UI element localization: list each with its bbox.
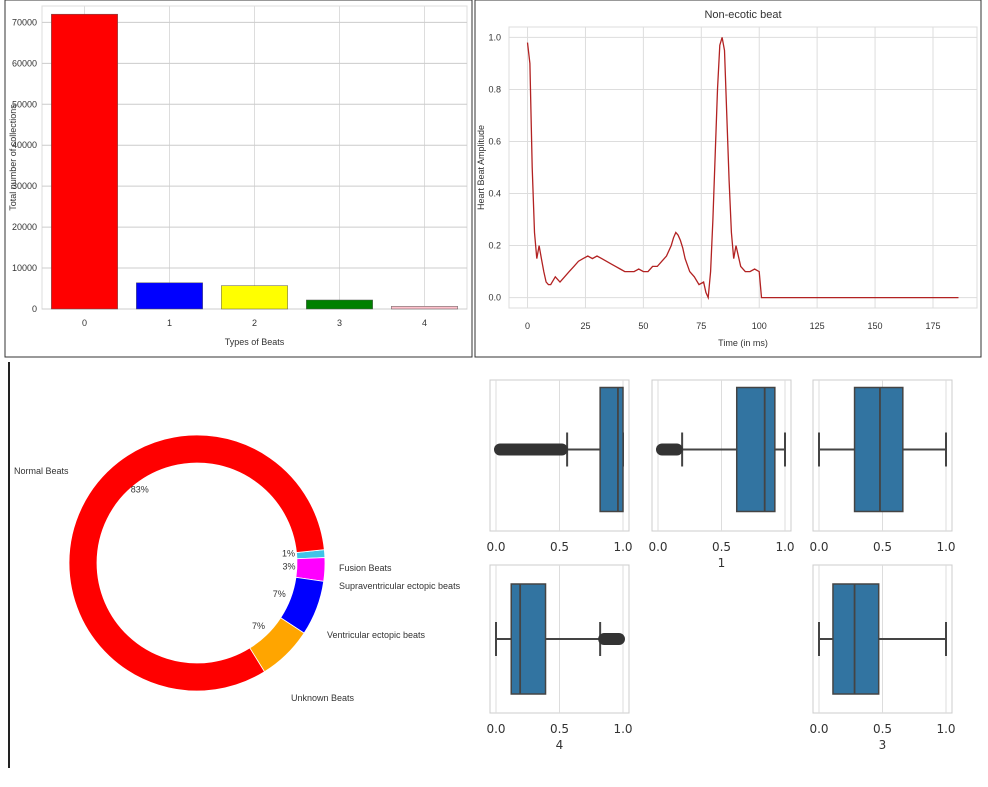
outlier-band [494, 443, 568, 456]
y-tick-label: 30000 [12, 181, 37, 191]
y-tick-label: 0.2 [488, 241, 501, 251]
x-tick-label: 1 [167, 318, 172, 328]
x-tick-label: 0.5 [873, 540, 892, 554]
panel-label: 3 [879, 738, 887, 752]
outlier-band [598, 633, 625, 645]
x-tick-label: 0.5 [712, 540, 731, 554]
percent-label: 7% [273, 589, 286, 599]
y-tick-label: 70000 [12, 17, 37, 27]
panel-frame-bar [4, 0, 473, 358]
x-tick-label: 100 [752, 321, 767, 331]
x-tick-label: 0.0 [486, 540, 505, 554]
donut-chart: 1% Fusion Beats 3% Supraventricular ectopic… [14, 434, 461, 703]
line-chart: 0 25 50 75 100 125 150 175 0.0 0.2 0.4 0.6 0.8 1.0 Non… [476, 9, 978, 348]
box-plots: 0.0 0.5 1.0 0.0 0.5 1.0 1 0.0 0.5 1.0 0.0 0.5 1.0 4 0.… [486, 379, 956, 752]
x-tick-label: 3 [337, 318, 342, 328]
y-tick-label: 50000 [12, 99, 37, 109]
x-tick-label: 0.5 [550, 722, 569, 736]
category-label: Ventricular ectopic beats [327, 630, 426, 640]
box [599, 386, 624, 513]
x-tick-label: 0 [82, 318, 87, 328]
percent-label: 1% [282, 548, 295, 558]
category-label: Unknown Beats [291, 693, 355, 703]
category-label: Normal Beats [14, 466, 69, 476]
bar-chart: 0 10000 20000 30000 40000 50000 60000 70000 0 1 2 3… [8, 5, 468, 347]
y-axis-label: Heart Beat Amplitude [476, 125, 486, 210]
bar [51, 13, 118, 310]
x-tick-label: 1.0 [613, 722, 632, 736]
x-tick-label: 4 [422, 318, 427, 328]
y-tick-label: 0 [32, 304, 37, 314]
outlier-band [656, 443, 683, 456]
x-tick-label: 0.0 [809, 540, 828, 554]
box [735, 386, 776, 513]
panel-frame-line [474, 0, 982, 358]
y-tick-label: 60000 [12, 58, 37, 68]
y-tick-label: 20000 [12, 222, 37, 232]
chart-title: Non-ecotic beat [704, 9, 781, 21]
x-axis-label: Types of Beats [225, 337, 285, 347]
panel-label: 4 [556, 738, 564, 752]
category-label: Supraventricular ectopic beats [339, 581, 461, 591]
percent-label: 7% [252, 621, 265, 631]
y-tick-label: 10000 [12, 263, 37, 273]
y-axis-label: Total number of collections [8, 104, 18, 211]
box [853, 386, 904, 513]
box [510, 583, 547, 695]
x-tick-label: 0.0 [809, 722, 828, 736]
percent-label: 83% [131, 485, 149, 495]
x-tick-label: 0.5 [550, 540, 569, 554]
y-tick-label: 0.0 [488, 293, 501, 303]
series-line [526, 37, 959, 301]
category-label: Fusion Beats [339, 563, 392, 573]
bar [306, 299, 373, 310]
x-tick-label: 2 [252, 318, 257, 328]
bar [136, 282, 203, 310]
x-tick-label: 0.5 [873, 722, 892, 736]
y-tick-label: 0.8 [488, 84, 501, 94]
donut-slice [68, 434, 325, 692]
x-axis-label: Time (in ms) [718, 338, 768, 348]
x-tick-label: 0 [525, 321, 530, 331]
x-tick-label: 0.0 [648, 540, 667, 554]
x-tick-label: 0.0 [486, 722, 505, 736]
bar [221, 285, 288, 310]
x-tick-label: 150 [868, 321, 883, 331]
percent-label: 3% [282, 562, 295, 572]
plot-area [508, 26, 978, 309]
x-tick-label: 1.0 [936, 722, 955, 736]
x-tick-label: 125 [810, 321, 825, 331]
x-tick-label: 25 [580, 321, 590, 331]
panel-label: 1 [718, 556, 726, 570]
box [832, 583, 880, 695]
x-tick-label: 1.0 [613, 540, 632, 554]
y-tick-label: 1.0 [488, 32, 501, 42]
y-tick-label: 40000 [12, 140, 37, 150]
x-tick-label: 75 [696, 321, 706, 331]
y-tick-label: 0.4 [488, 189, 501, 199]
x-tick-label: 50 [638, 321, 648, 331]
y-tick-label: 0.6 [488, 136, 501, 146]
x-tick-label: 1.0 [936, 540, 955, 554]
x-tick-label: 175 [925, 321, 940, 331]
x-tick-label: 1.0 [775, 540, 794, 554]
bar [391, 306, 458, 310]
